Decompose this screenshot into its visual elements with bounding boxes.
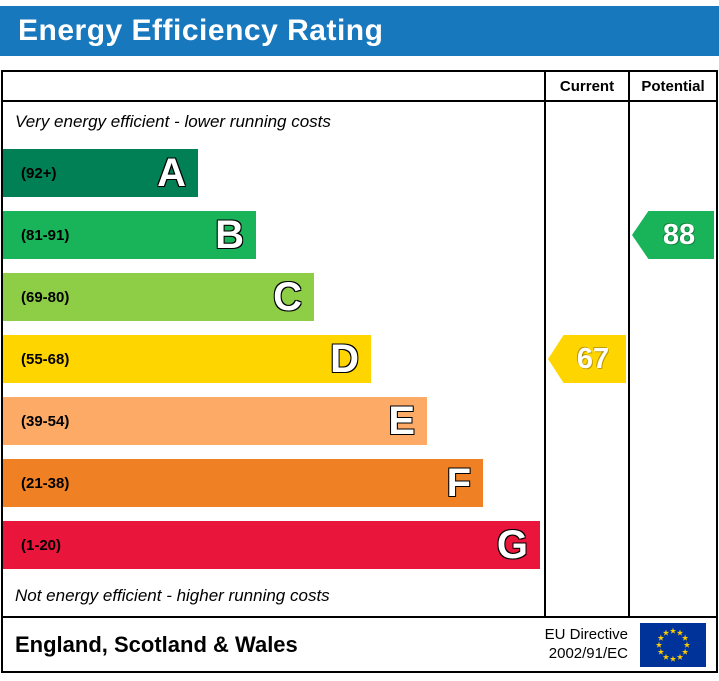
band-row: (1-20) G bbox=[3, 514, 544, 576]
eu-directive-label: EU Directive 2002/91/EC bbox=[545, 626, 628, 664]
band-row: (69-80) C bbox=[3, 266, 544, 328]
band-range-label: (1-20) bbox=[21, 536, 62, 554]
band-letter: C bbox=[273, 275, 302, 319]
band-letter: F bbox=[446, 461, 471, 505]
band-range-label: (55-68) bbox=[21, 350, 70, 368]
region-label: England, Scotland & Wales bbox=[15, 631, 298, 657]
band-bar: (1-20) G bbox=[3, 521, 540, 569]
band-letter: B bbox=[215, 213, 244, 257]
eu-directive-line1: EU Directive bbox=[544, 625, 628, 643]
potential-column: 88 bbox=[628, 102, 716, 616]
top-note: Very energy efficient - lower running co… bbox=[15, 112, 331, 131]
band-bar: (39-54) E bbox=[3, 397, 427, 445]
eu-flag-icon bbox=[640, 622, 706, 667]
band-bar: (21-38) F bbox=[3, 459, 483, 507]
header-spacer bbox=[3, 72, 544, 102]
band-range-label: (92+) bbox=[21, 164, 57, 182]
band-letter: G bbox=[496, 523, 528, 567]
epc-chart-panel: Current Potential Very energy efficient … bbox=[1, 70, 718, 673]
band-range-label: (69-80) bbox=[21, 288, 70, 306]
chart-grid: Current Potential Very energy efficient … bbox=[3, 72, 716, 616]
band-bar: (69-80) C bbox=[3, 273, 314, 321]
bands-column: Very energy efficient - lower running co… bbox=[3, 102, 544, 616]
current-column-header: Current bbox=[544, 72, 628, 102]
current-arrow: 67 bbox=[548, 335, 626, 383]
band-row: (21-38) F bbox=[3, 452, 544, 514]
band-letter: D bbox=[330, 337, 359, 381]
current-value: 67 bbox=[576, 342, 610, 375]
title-banner: Energy Efficiency Rating bbox=[0, 6, 719, 56]
band-row: (81-91) B bbox=[3, 204, 544, 266]
band-letter: E bbox=[388, 399, 415, 443]
band-bar: (92+) A bbox=[3, 149, 198, 197]
footer: England, Scotland & Wales EU Directive 2… bbox=[3, 616, 716, 671]
band-row: (39-54) E bbox=[3, 390, 544, 452]
band-bar: (55-68) D bbox=[3, 335, 371, 383]
current-column: 67 bbox=[544, 102, 628, 616]
band-range-label: (39-54) bbox=[21, 412, 70, 430]
bands: (92+) A (81-91) B (69-80) C (55-68) D (3… bbox=[3, 142, 544, 576]
band-letter: A bbox=[157, 151, 186, 195]
potential-column-header: Potential bbox=[628, 72, 716, 102]
band-row: (55-68) D bbox=[3, 328, 544, 390]
band-bar: (81-91) B bbox=[3, 211, 256, 259]
band-range-label: (81-91) bbox=[21, 226, 70, 244]
band-row: (92+) A bbox=[3, 142, 544, 204]
page-title: Energy Efficiency Rating bbox=[18, 14, 384, 47]
band-range-label: (21-38) bbox=[21, 474, 70, 492]
potential-value: 88 bbox=[662, 218, 696, 251]
eu-directive-line2: 2002/91/EC bbox=[548, 644, 628, 662]
potential-arrow: 88 bbox=[632, 211, 714, 259]
bottom-note: Not energy efficient - higher running co… bbox=[15, 586, 330, 605]
